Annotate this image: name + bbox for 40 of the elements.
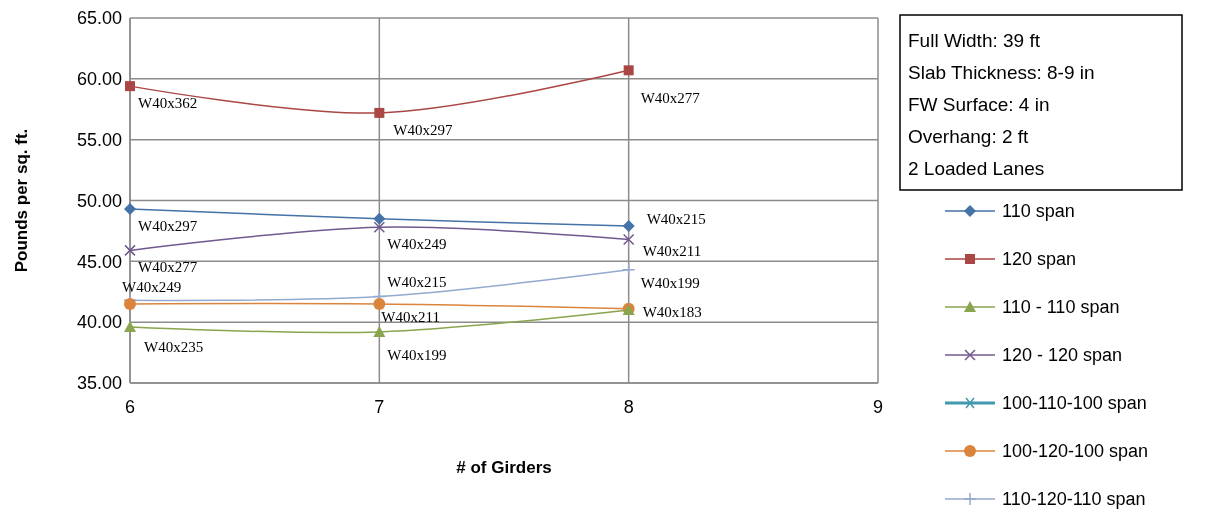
y-tick-label: 50.00 xyxy=(76,190,122,211)
y-tick-label: 55.00 xyxy=(76,129,122,150)
text: 2 Loaded Lanes xyxy=(908,158,1045,179)
y-tick-label: 65.00 xyxy=(76,8,122,29)
text: FW Surface: 4 in xyxy=(908,94,1050,115)
annotation: W40x199 xyxy=(640,274,700,291)
legend-label: 120 span xyxy=(1002,249,1077,270)
annotation: W40x297 xyxy=(138,218,198,235)
annotation: W40x211 xyxy=(381,308,440,325)
x-tick-label: 7 xyxy=(374,397,385,417)
annotation: W40x277 xyxy=(640,90,701,107)
x-tick-label: 6 xyxy=(124,397,136,417)
annotation: W40x249 xyxy=(387,236,447,253)
text: Overhang: 2 ft xyxy=(908,126,1030,147)
legend-label: 120 - 120 span xyxy=(1002,345,1123,366)
x-tick-label: 8 xyxy=(623,397,634,417)
y-tick-label: 35.00 xyxy=(76,373,122,394)
annotation: W40x215 xyxy=(646,211,706,228)
annotation: W40x211 xyxy=(642,243,702,260)
annotation: W40x277 xyxy=(138,259,198,276)
annotation: W40x362 xyxy=(138,95,198,112)
annotation: W40x183 xyxy=(642,303,702,320)
annotation: W40x297 xyxy=(393,121,453,138)
annotation: W40x249 xyxy=(122,279,182,296)
annotation: W40x235 xyxy=(144,339,204,356)
legend-label: 110 - 110 span xyxy=(1002,297,1120,318)
x-tick-label: 9 xyxy=(872,397,884,417)
legend-label: 110-120-110 span xyxy=(1002,489,1146,510)
y-tick-label: 60.00 xyxy=(76,69,122,90)
legend-label: 100-110-100 span xyxy=(1002,393,1147,414)
legend-label: 110 span xyxy=(1002,201,1075,222)
y-tick-label: 45.00 xyxy=(76,251,122,272)
text: Full Width: 39 ft xyxy=(908,30,1041,51)
annotation: W40x199 xyxy=(387,346,447,363)
legend-label: 100-120-100 span xyxy=(1002,441,1149,462)
y-tick-label: 40.00 xyxy=(76,312,122,333)
x-axis-title: # of Girders xyxy=(456,458,552,477)
annotation: W40x215 xyxy=(387,273,447,290)
y-axis-title: Pounds per sq. ft. xyxy=(12,128,31,273)
text: Slab Thickness: 8-9 in xyxy=(908,62,1095,83)
